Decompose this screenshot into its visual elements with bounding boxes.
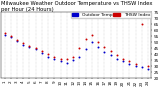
Point <box>34 48 37 49</box>
Point <box>9 37 12 38</box>
Point <box>103 51 106 53</box>
Point <box>109 55 112 56</box>
Point <box>122 58 124 60</box>
Point <box>91 41 93 43</box>
Point <box>53 58 56 60</box>
Point <box>134 66 137 67</box>
Point <box>59 58 62 60</box>
Point <box>16 40 18 42</box>
Point <box>78 48 81 49</box>
Point <box>78 56 81 57</box>
Point <box>147 66 149 67</box>
Point <box>3 32 6 33</box>
Point <box>72 60 75 61</box>
Point <box>109 50 112 51</box>
Point <box>47 56 49 57</box>
Point <box>91 34 93 36</box>
Point <box>72 56 75 57</box>
Point <box>66 62 68 63</box>
Point <box>141 67 143 68</box>
Point <box>84 49 87 50</box>
Point <box>22 43 24 44</box>
Point <box>47 54 49 55</box>
Point <box>16 39 18 41</box>
Point <box>97 41 100 43</box>
Point <box>28 45 31 47</box>
Legend: Outdoor Temp, THSW Index: Outdoor Temp, THSW Index <box>71 12 151 18</box>
Point <box>66 58 68 60</box>
Point <box>41 52 43 54</box>
Point <box>84 38 87 39</box>
Point <box>41 50 43 51</box>
Point <box>9 35 12 37</box>
Point <box>53 56 56 57</box>
Point <box>116 55 118 56</box>
Point <box>134 63 137 65</box>
Point <box>22 44 24 45</box>
Point <box>34 49 37 50</box>
Point <box>147 68 149 69</box>
Point <box>128 61 131 62</box>
Point <box>122 61 124 62</box>
Point <box>97 46 100 48</box>
Text: Milwaukee Weather Outdoor Temperature vs THSW Index per Hour (24 Hours): Milwaukee Weather Outdoor Temperature vs… <box>1 1 153 12</box>
Point <box>28 46 31 48</box>
Point <box>128 63 131 65</box>
Point <box>116 58 118 60</box>
Point <box>141 23 143 25</box>
Point <box>3 34 6 36</box>
Point <box>59 61 62 62</box>
Point <box>103 46 106 48</box>
